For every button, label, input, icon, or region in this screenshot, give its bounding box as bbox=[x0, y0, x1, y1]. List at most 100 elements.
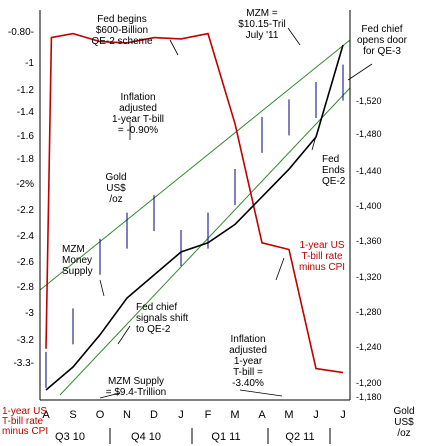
left-tick-label: -3.3- bbox=[13, 358, 34, 369]
quarter-tick-label: Q2 11 bbox=[285, 431, 314, 443]
month-tick-label: A bbox=[42, 409, 50, 421]
right-axis-ticks: -1,520 -1,480 -1,440 -1,400 -1,360 -1,320 -1,2… bbox=[356, 96, 382, 402]
annotation-line: 1-year bbox=[234, 356, 263, 367]
mzm-money-supply-line bbox=[45, 44, 344, 391]
annotation-leaders bbox=[99, 27, 373, 399]
annotation-line: QE-2 scheme bbox=[91, 36, 153, 47]
annotation-line: adjusted bbox=[229, 345, 267, 356]
annotation-line: to QE-2 bbox=[136, 324, 171, 335]
gold-price-bars bbox=[45, 64, 344, 388]
right-tick-label: -1,320 bbox=[356, 272, 382, 282]
annotation-line: minus CPI bbox=[299, 262, 345, 273]
month-tick-label: A bbox=[258, 409, 266, 421]
left-axis-title: T-bill rate bbox=[2, 416, 44, 427]
month-tick-label: M bbox=[230, 409, 239, 421]
left-axis-ticks: -0.80- -1 -1.2 -1.4 -1.6 -1.8 -2% -2.2 -2.4 -2.6 -… bbox=[8, 27, 35, 369]
annotation-line: Money bbox=[62, 255, 92, 266]
annotation-line: -3.40% bbox=[232, 378, 264, 389]
annotation-line: Inflation bbox=[230, 334, 265, 345]
quarter-tick-label: Q4 10 bbox=[131, 431, 161, 443]
annotation-line: 1-year US bbox=[299, 240, 344, 251]
month-tick-label: F bbox=[205, 409, 212, 421]
annotation-line: QE-2 bbox=[322, 176, 346, 187]
annotation-line: 1-year T-bill bbox=[112, 114, 164, 125]
left-tick-label: -2% bbox=[16, 179, 34, 190]
month-tick-label: S bbox=[69, 409, 76, 421]
annotation-line: Inflation bbox=[120, 92, 155, 103]
annotation-leader bbox=[287, 27, 301, 46]
annotation-line: T-bill rate bbox=[301, 251, 343, 262]
left-tick-label: -1 bbox=[25, 58, 34, 69]
left-tick-label: -2.2 bbox=[17, 205, 35, 216]
annotation-leader bbox=[99, 279, 105, 297]
left-axis-title: minus CPI bbox=[2, 426, 48, 437]
right-tick-label: -1,280 bbox=[356, 307, 382, 317]
month-tick-label: J bbox=[313, 409, 319, 421]
left-tick-label: -3.2 bbox=[17, 335, 35, 346]
annotation-leader bbox=[99, 392, 121, 399]
x-axis-ticks: A S O N D J F M A M J J Q3 10 Q4 10 Q1 11 Q2 11 bbox=[42, 409, 346, 444]
right-tick-label: -1,520 bbox=[356, 96, 382, 106]
annotation-leader bbox=[117, 325, 131, 345]
month-tick-label: M bbox=[284, 409, 293, 421]
right-tick-label: -1,360 bbox=[356, 236, 382, 246]
right-axis-title: US$ bbox=[394, 417, 414, 428]
right-tick-label: -1,480 bbox=[356, 129, 382, 139]
quarter-tick-label: Q3 10 bbox=[55, 431, 85, 443]
trend-channel bbox=[39, 39, 351, 396]
annotation-leader bbox=[239, 389, 283, 397]
annotation-line: MZM bbox=[62, 244, 85, 255]
annotation-line: Supply bbox=[62, 266, 93, 277]
right-tick-label: -1,400 bbox=[356, 201, 382, 211]
left-tick-label: -0.80- bbox=[8, 27, 34, 38]
annotation-line: Ends bbox=[322, 165, 345, 176]
annotation-line: Fed chief bbox=[361, 24, 402, 35]
annotation-line: Fed chief bbox=[136, 302, 177, 313]
left-axis-title: 1-year US bbox=[2, 406, 47, 417]
quarter-tick-label: Q1 11 bbox=[211, 431, 240, 443]
channel-upper-line bbox=[39, 39, 351, 291]
right-axis-title: /oz bbox=[397, 428, 410, 439]
month-tick-label: J bbox=[340, 409, 346, 421]
annotation-line: MZM Supply bbox=[108, 376, 164, 387]
annotation-line: US$ bbox=[106, 183, 126, 194]
annotation-line: $600-Billion bbox=[96, 25, 148, 36]
annotation-line: Fed bbox=[322, 154, 339, 165]
right-tick-label: -1,180 bbox=[356, 392, 382, 402]
annotation-leader bbox=[169, 39, 179, 56]
right-tick-label: -1,440 bbox=[356, 166, 382, 176]
annotation-line: $10.15-Tril bbox=[238, 19, 285, 30]
left-tick-label: -1.4 bbox=[17, 107, 35, 118]
annotation-line: = $9.4-Trillion bbox=[106, 387, 167, 398]
series-lines bbox=[45, 32, 344, 391]
annotation-line: July '11 bbox=[246, 30, 279, 41]
annotation-line: for QE-3 bbox=[363, 46, 401, 57]
annotation-line: signals shift bbox=[136, 313, 188, 324]
left-tick-label: -1.6 bbox=[17, 131, 35, 142]
annotation-leader bbox=[275, 257, 285, 281]
annotation-line: Gold bbox=[105, 172, 126, 183]
left-tick-label: -3 bbox=[25, 308, 34, 319]
annotation-line: MZM = bbox=[246, 8, 278, 19]
plot-frame bbox=[39, 10, 351, 401]
annotation-line: = -0.90% bbox=[118, 125, 158, 136]
right-axis-title: Gold bbox=[393, 406, 414, 417]
annotation-line: opens door bbox=[357, 35, 408, 46]
tbill-real-rate-line bbox=[45, 32, 344, 374]
annotation-leader bbox=[311, 135, 317, 151]
month-tick-label: D bbox=[150, 409, 158, 421]
month-tick-label: N bbox=[123, 409, 131, 421]
month-tick-label: J bbox=[178, 409, 184, 421]
annotation-line: T-bill = bbox=[233, 367, 263, 378]
channel-lower-line bbox=[59, 87, 351, 396]
annotation-leader bbox=[347, 63, 373, 81]
annotation-line: adjusted bbox=[119, 103, 157, 114]
month-tick-label: O bbox=[96, 409, 105, 421]
annotation-line: Fed begins bbox=[97, 14, 146, 25]
right-tick-label: -1,240 bbox=[356, 342, 382, 352]
left-tick-label: -2.4 bbox=[17, 231, 35, 242]
left-tick-label: -1.8 bbox=[17, 154, 35, 165]
